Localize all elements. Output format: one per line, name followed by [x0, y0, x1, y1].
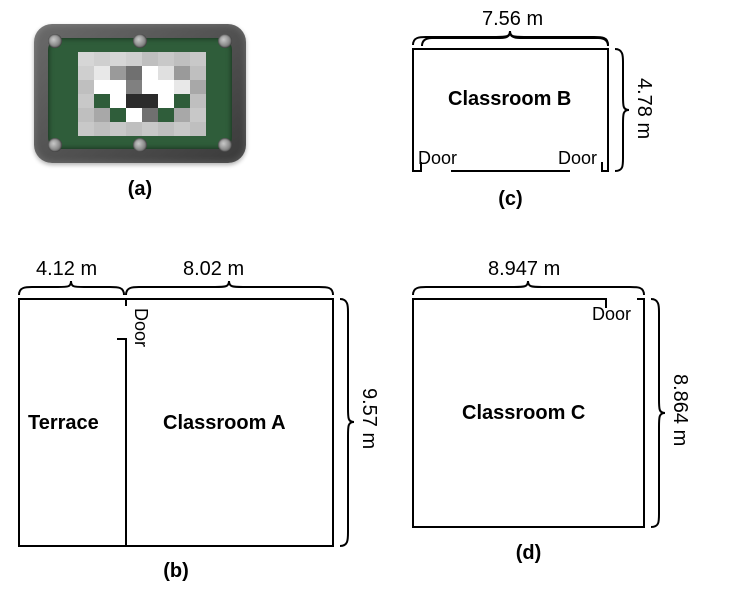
- pixel: [174, 52, 190, 66]
- pixel: [126, 52, 142, 66]
- terrace-label: Terrace: [28, 412, 99, 435]
- pixel: [158, 94, 174, 108]
- pixel: [78, 108, 94, 122]
- pixel: [190, 108, 206, 122]
- pixel: [94, 52, 110, 66]
- pixel: [158, 66, 174, 80]
- pixel: [110, 52, 126, 66]
- panel-b: 4.12 m 8.02 m Door Terrace Classroom A 9…: [18, 258, 388, 598]
- door-d-label: Door: [592, 304, 631, 325]
- brace-d-right: [648, 298, 666, 528]
- pixel: [94, 122, 110, 136]
- door-b-label: Door: [130, 308, 151, 347]
- pixel: [190, 94, 206, 108]
- pixel: [78, 80, 94, 94]
- pixel: [110, 108, 126, 122]
- dim-d-height: 8.864 m: [668, 374, 691, 446]
- caption-a: (a): [30, 178, 250, 201]
- room-a-label: Classroom A: [163, 412, 286, 435]
- pixel: [142, 122, 158, 136]
- panel-c: 7.56 m Classroom B Door Door 4.78 m (c): [412, 8, 712, 228]
- door-c-right: Door: [558, 148, 597, 169]
- dim-b-terrace-w: 4.12 m: [36, 258, 97, 281]
- brace-b-terrace: [18, 280, 125, 298]
- device-pixelated-label: [78, 52, 206, 136]
- pixel: [78, 94, 94, 108]
- caption-d: (d): [412, 542, 645, 565]
- pixel: [158, 80, 174, 94]
- pixel: [78, 66, 94, 80]
- panel-d: 8.947 m Door Classroom C 8.864 m (d): [412, 258, 732, 598]
- dim-d-width: 8.947 m: [488, 258, 560, 281]
- brace-b-room-real: [125, 280, 334, 298]
- dim-b-room-w: 8.02 m: [183, 258, 244, 281]
- room-d-label: Classroom C: [462, 402, 585, 425]
- dim-b-height: 9.57 m: [357, 388, 380, 449]
- pixel: [174, 122, 190, 136]
- pixel: [174, 94, 190, 108]
- door-c-left: Door: [418, 148, 457, 169]
- pixel: [190, 80, 206, 94]
- caption-b: (b): [18, 560, 334, 583]
- screw: [133, 138, 147, 152]
- pixel: [126, 66, 142, 80]
- screw: [133, 34, 147, 48]
- pixel: [110, 80, 126, 94]
- pixel: [126, 122, 142, 136]
- screw: [48, 34, 62, 48]
- caption-c: (c): [412, 188, 609, 211]
- pixel: [142, 108, 158, 122]
- pixel: [142, 80, 158, 94]
- room-c-label: Classroom B: [448, 88, 571, 111]
- dim-c-height: 4.78 m: [632, 78, 655, 139]
- pixel: [126, 94, 142, 108]
- brace-d-top: [412, 280, 645, 298]
- pixel: [190, 66, 206, 80]
- pixel: [78, 52, 94, 66]
- pixel: [110, 94, 126, 108]
- pixel: [158, 122, 174, 136]
- pixel: [78, 122, 94, 136]
- pixel: [142, 66, 158, 80]
- dim-c-width: 7.56 m: [482, 8, 543, 31]
- pixel: [158, 108, 174, 122]
- pixel: [94, 66, 110, 80]
- pixel: [142, 94, 158, 108]
- screw: [218, 138, 232, 152]
- pixel: [174, 80, 190, 94]
- pixel: [190, 52, 206, 66]
- brace-c-right: [612, 48, 630, 172]
- pixel: [190, 122, 206, 136]
- pixel: [94, 94, 110, 108]
- pixel: [94, 108, 110, 122]
- pixel: [126, 108, 142, 122]
- pixel: [158, 52, 174, 66]
- pixel: [174, 108, 190, 122]
- pixel: [126, 80, 142, 94]
- pixel: [94, 80, 110, 94]
- pixel: [110, 122, 126, 136]
- brace-b-right: [337, 298, 355, 547]
- pixel: [142, 52, 158, 66]
- pixel: [110, 66, 126, 80]
- screw: [48, 138, 62, 152]
- panel-a: (a): [30, 18, 260, 218]
- brace-c-top-real: [412, 30, 609, 48]
- pixel: [174, 66, 190, 80]
- screw: [218, 34, 232, 48]
